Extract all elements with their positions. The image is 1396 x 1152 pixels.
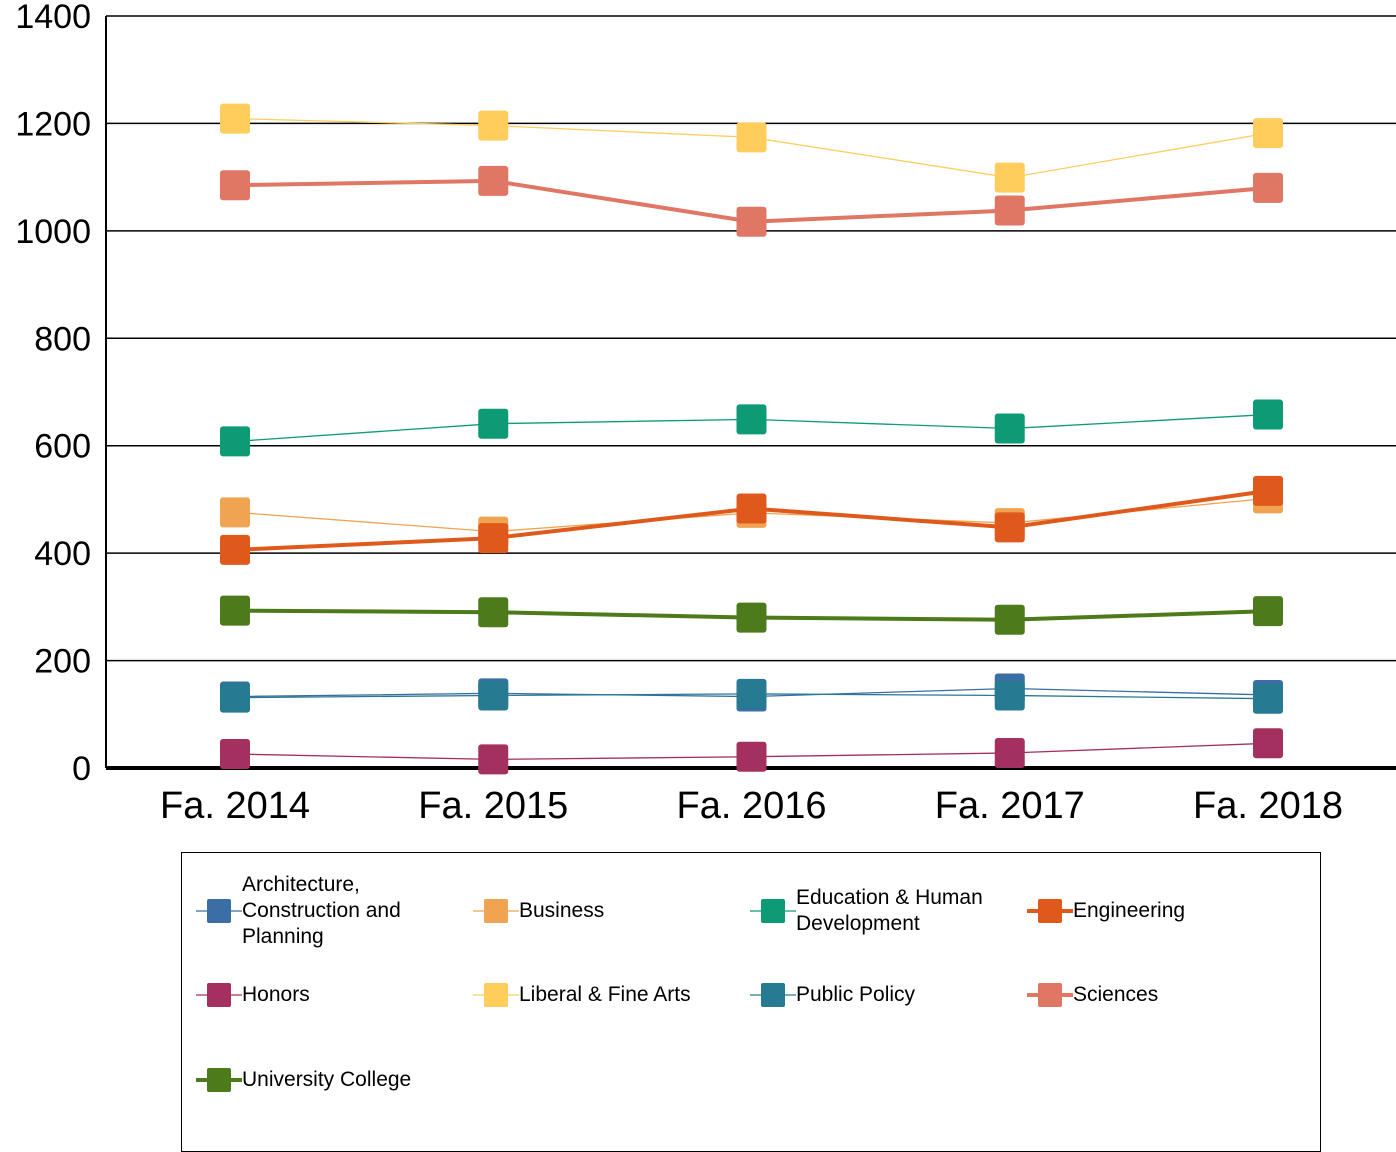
- legend-label: Education & Human Development: [796, 886, 983, 935]
- y-tick-label: 400: [34, 535, 91, 573]
- data-point-marker: [1253, 118, 1283, 149]
- series-3: [220, 475, 1283, 565]
- data-point-marker: [1253, 399, 1283, 430]
- data-point-marker: [994, 737, 1025, 768]
- x-tick-label: Fa. 2018: [1193, 785, 1343, 827]
- data-point-marker: [736, 404, 767, 435]
- legend-label: Architecture, Construction and Planning: [242, 873, 401, 948]
- y-tick-label: 200: [34, 643, 91, 681]
- legend-label: Business: [519, 899, 605, 922]
- series-6: [220, 678, 1283, 714]
- legend-swatch: [750, 899, 796, 923]
- data-point-marker: [220, 497, 250, 528]
- legend: Architecture, Construction and Planning Bus…: [181, 852, 1321, 1152]
- y-tick-label: 1000: [15, 213, 91, 251]
- legend-item: Education & Human Development: [750, 885, 983, 937]
- x-tick-label: Fa. 2016: [677, 785, 827, 827]
- x-tick-label: Fa. 2015: [418, 785, 568, 827]
- y-tick-label: 800: [34, 320, 91, 358]
- legend-item: Sciences: [1027, 982, 1158, 1008]
- series-8: [220, 595, 1283, 635]
- legend-swatch: [750, 983, 796, 1007]
- data-point-marker: [478, 110, 509, 141]
- data-point-marker: [220, 595, 250, 626]
- legend-label: Honors: [242, 983, 310, 1006]
- data-point-marker: [478, 165, 509, 196]
- data-point-marker: [220, 103, 250, 134]
- legend-swatch: [1027, 983, 1073, 1007]
- data-point-marker: [994, 512, 1025, 543]
- data-point-marker: [478, 523, 509, 554]
- series-5: [220, 103, 1283, 193]
- data-point-marker: [1253, 596, 1283, 627]
- series-7: [220, 165, 1283, 237]
- data-point-marker: [478, 744, 509, 775]
- data-point-marker: [994, 680, 1025, 711]
- legend-label: Liberal & Fine Arts: [519, 983, 691, 1006]
- data-point-marker: [1253, 683, 1283, 714]
- data-point-marker: [736, 741, 767, 772]
- y-tick-label: 0: [72, 750, 91, 788]
- data-point-marker: [478, 408, 509, 439]
- legend-label: University College: [242, 1068, 412, 1091]
- tick-labels: 0 200 400 600 800 1000 1200 1400 Fa. 2014 Fa. 201…: [15, 0, 1343, 827]
- legend-label: Sciences: [1073, 983, 1159, 1006]
- series-layer: [220, 103, 1283, 775]
- data-point-marker: [478, 680, 509, 711]
- legend-item: University College: [196, 1067, 411, 1093]
- data-point-marker: [736, 122, 767, 153]
- legend-item: Engineering: [1027, 898, 1185, 924]
- legend-swatch: [473, 983, 519, 1007]
- data-point-marker: [220, 534, 250, 565]
- legend-item: Liberal & Fine Arts: [473, 982, 691, 1008]
- legend-swatch: [196, 1068, 242, 1092]
- data-point-marker: [736, 678, 767, 709]
- legend-item: Public Policy: [750, 982, 915, 1008]
- legend-label: Public Policy: [796, 983, 916, 1006]
- y-tick-label: 600: [34, 428, 91, 466]
- series-4: [220, 728, 1283, 775]
- data-point-marker: [736, 602, 767, 633]
- data-point-marker: [220, 739, 250, 770]
- legend-swatch: [196, 899, 242, 923]
- data-point-marker: [220, 682, 250, 713]
- data-point-marker: [1253, 475, 1283, 506]
- legend-swatch: [1027, 899, 1073, 923]
- data-point-marker: [994, 162, 1025, 193]
- y-tick-label: 1200: [15, 105, 91, 143]
- data-point-marker: [994, 195, 1025, 226]
- data-point-marker: [994, 604, 1025, 635]
- x-tick-label: Fa. 2014: [160, 785, 310, 827]
- legend-swatch: [196, 983, 242, 1007]
- legend-swatch: [473, 899, 519, 923]
- data-point-marker: [994, 413, 1025, 444]
- legend-item: Business: [473, 898, 604, 924]
- data-point-marker: [1253, 172, 1283, 203]
- data-point-marker: [736, 493, 767, 524]
- y-tick-label: 1400: [15, 0, 91, 36]
- legend-item: Architecture, Construction and Planning: [196, 872, 401, 950]
- data-point-marker: [220, 426, 250, 457]
- data-point-marker: [1253, 728, 1283, 759]
- x-tick-label: Fa. 2017: [935, 785, 1085, 827]
- legend-label: Engineering: [1073, 899, 1186, 922]
- data-point-marker: [736, 206, 767, 237]
- legend-item: Honors: [196, 982, 310, 1008]
- data-point-marker: [478, 597, 509, 628]
- data-point-marker: [220, 170, 250, 201]
- series-2: [220, 399, 1283, 457]
- gridlines: [106, 15, 1396, 662]
